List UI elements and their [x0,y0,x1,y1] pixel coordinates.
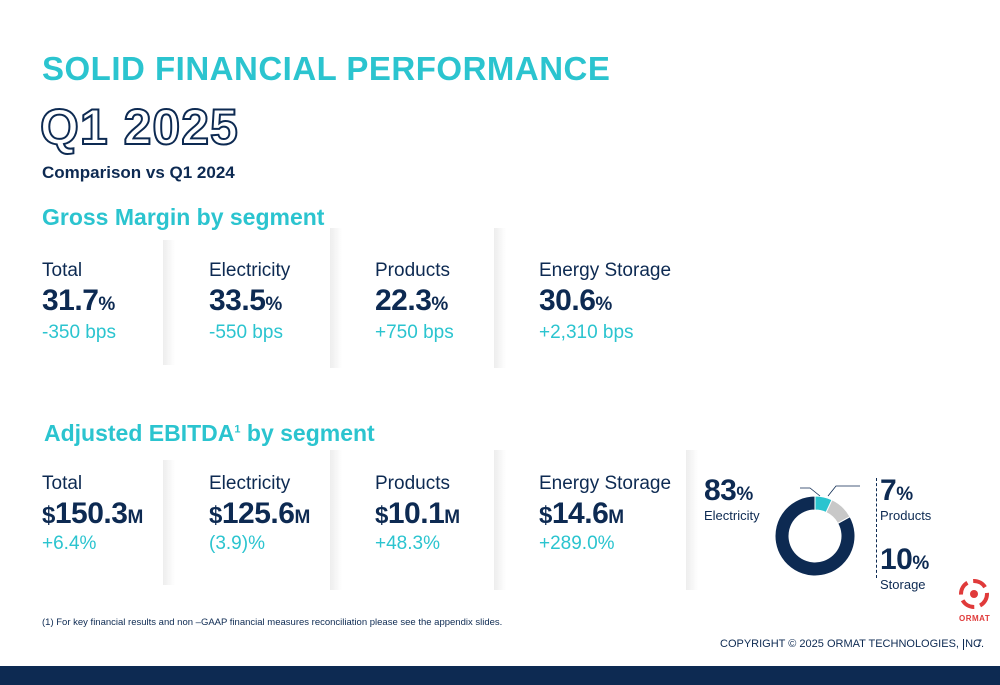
donut-cat: Products [880,508,932,523]
bottom-bar [0,666,1000,685]
gm-value: 33.5% [209,284,282,317]
gm-label: Total [42,260,83,281]
gross-margin-title: Gross Margin by segment [42,204,325,230]
slide-title: SOLID FINANCIAL PERFORMANCE [42,50,611,87]
gm-label: Products [375,260,450,281]
donut-pct: 83% [704,474,753,507]
gm-change: +2,310 bps [539,322,634,343]
period-title: Q1 2025 [39,98,239,156]
logo-text: ORMAT [959,614,991,623]
divider [330,228,342,368]
ebitda-value: $10.1M [375,497,460,530]
ebitda-label: Total [42,473,83,494]
gm-change: -550 bps [209,322,283,343]
ebitda-change: +6.4% [42,533,97,554]
gm-label: Electricity [209,260,291,281]
ebitda-title: Adjusted EBITDA1 by segment [44,420,375,446]
divider [494,228,506,368]
ebitda-change: +48.3% [375,533,440,554]
ebitda-segment-products: Products $10.1M +48.3% [375,473,460,555]
ormat-logo-icon [959,579,989,609]
ebitda-label: Products [375,473,450,494]
gm-value: 30.6% [539,284,612,317]
ebitda-label: Electricity [209,473,291,494]
divider [163,240,175,365]
gm-change: -350 bps [42,322,116,343]
donut-pct: 10% [880,543,929,576]
ebitda-donut-chart [774,485,860,577]
donut-cat: Electricity [704,508,760,523]
footnote: (1) For key financial results and non –G… [42,617,503,628]
page-separator [963,639,964,650]
ebitda-change: (3.9)% [209,533,265,554]
comparison-subtitle: Comparison vs Q1 2024 [42,163,235,182]
page-number: 7 [976,638,983,650]
gm-segment-electricity: Electricity 33.5% -550 bps [209,260,290,344]
gm-change: +750 bps [375,322,454,343]
donut-label-storage: 10% Storage [880,543,929,592]
gm-value: 22.3% [375,284,448,317]
gm-segment-total: Total 31.7% -350 bps [42,260,116,344]
donut-label-electricity: 83% Electricity [704,474,760,523]
donut-label-products: 7% Products [880,474,931,523]
divider [494,450,506,590]
divider [330,450,342,590]
ebitda-label: Energy Storage [539,473,672,494]
copyright: COPYRIGHT © 2025 ORMAT TECHNOLOGIES, INC… [720,638,985,650]
ebitda-segment-electricity: Electricity $125.6M (3.9)% [209,473,310,555]
divider [163,460,175,585]
donut-slice-electricity [774,495,856,577]
ebitda-segment-energy-storage: Energy Storage $14.6M +289.0% [539,473,671,555]
ebitda-value: $150.3M [42,497,143,530]
ebitda-segment-total: Total $150.3M +6.4% [42,473,143,555]
leader-line-products [827,485,860,497]
donut-pct: 7% [880,474,913,507]
donut-cat: Storage [880,577,926,592]
ebitda-change: +289.0% [539,533,615,554]
leader-line-electricity [800,487,821,497]
gm-value: 31.7% [42,284,115,317]
gm-segment-products: Products 22.3% +750 bps [375,260,454,344]
legend-separator [876,478,878,578]
ebitda-value: $125.6M [209,497,310,530]
gm-segment-energy-storage: Energy Storage 30.6% +2,310 bps [539,260,671,344]
divider [686,450,698,590]
gm-label: Energy Storage [539,260,672,281]
ebitda-value: $14.6M [539,497,624,530]
